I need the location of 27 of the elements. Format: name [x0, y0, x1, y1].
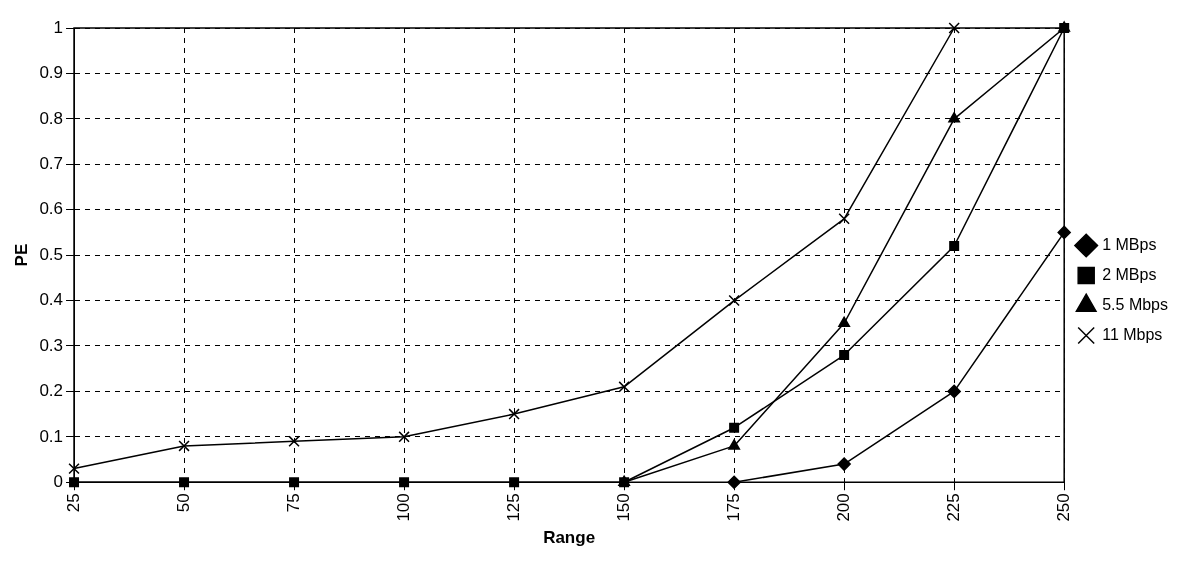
x-tick-label: 250 — [1053, 493, 1073, 522]
y-tick-label: 0.1 — [39, 426, 64, 446]
x-axis-title: Range — [543, 528, 596, 548]
y-tick-label: 0.3 — [39, 335, 64, 355]
y-tick-label: 0 — [53, 471, 64, 491]
legend-label: 1 MBps — [1102, 235, 1157, 253]
legend-label: 2 MBps — [1102, 265, 1157, 283]
y-tick-label: 0.2 — [39, 381, 64, 401]
x-tick-label: 150 — [613, 493, 633, 522]
x-tick-label: 25 — [63, 493, 83, 513]
y-axis-title: PE — [11, 243, 31, 267]
x-tick-label: 175 — [723, 493, 743, 522]
y-tick-label: 0.6 — [39, 199, 64, 219]
x-tick-label: 75 — [283, 493, 303, 513]
y-tick-label: 1 — [53, 17, 64, 37]
y-tick-label: 0.9 — [39, 63, 64, 83]
legend-label: 5.5 Mbps — [1102, 295, 1168, 313]
x-tick-label: 200 — [833, 493, 853, 522]
y-tick-label: 0.8 — [39, 108, 64, 128]
legend-label: 11 Mbps — [1102, 325, 1163, 343]
y-tick-label: 0.4 — [39, 290, 64, 310]
x-tick-label: 100 — [393, 493, 413, 522]
y-tick-label: 0.7 — [39, 153, 64, 173]
y-tick-label: 0.5 — [39, 244, 64, 264]
x-tick-label: 50 — [173, 493, 193, 513]
x-tick-label: 125 — [503, 493, 523, 522]
x-tick-label: 225 — [943, 493, 963, 522]
